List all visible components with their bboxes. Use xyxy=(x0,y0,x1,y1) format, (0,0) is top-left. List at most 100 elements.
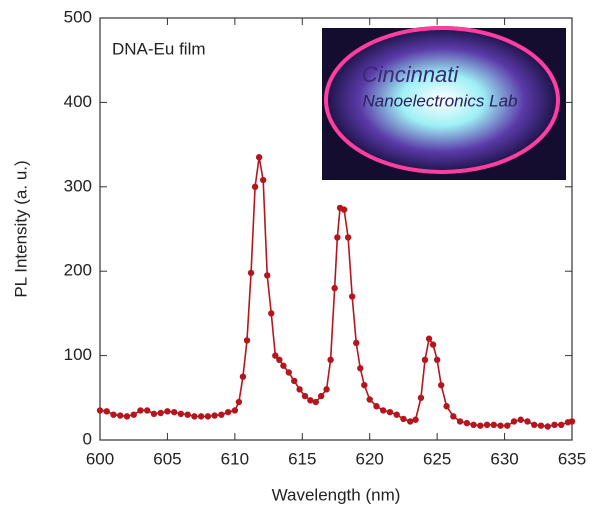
data-point xyxy=(130,411,137,418)
data-point xyxy=(239,373,247,380)
data-point xyxy=(425,335,433,342)
data-point xyxy=(483,421,491,429)
x-tick-label: 635 xyxy=(558,449,586,468)
data-point xyxy=(103,408,110,415)
data-point xyxy=(243,337,251,344)
x-tick-label: 605 xyxy=(153,449,181,468)
data-point xyxy=(276,356,283,364)
data-point xyxy=(412,416,419,423)
data-point xyxy=(421,356,429,364)
inset-text: Nanoelectronics Lab xyxy=(363,91,518,110)
data-point xyxy=(524,418,531,425)
series-line xyxy=(99,157,573,428)
data-point xyxy=(437,381,445,389)
plot-frame xyxy=(99,17,573,441)
data-point xyxy=(150,410,158,418)
data-point xyxy=(204,413,212,420)
x-axis-label: Wavelength (nm) xyxy=(272,485,401,504)
data-point xyxy=(117,412,124,419)
data-point xyxy=(211,412,218,419)
data-point xyxy=(197,413,205,420)
data-point xyxy=(157,409,164,417)
data-point xyxy=(558,421,565,429)
data-point xyxy=(264,272,271,279)
y-tick-label: 300 xyxy=(64,176,92,195)
data-point xyxy=(417,394,425,401)
data-point xyxy=(164,408,171,415)
data-point xyxy=(551,421,558,429)
data-point xyxy=(96,407,104,414)
x-tick-label: 610 xyxy=(221,449,249,468)
data-point xyxy=(366,396,373,403)
data-point xyxy=(348,293,356,300)
data-point xyxy=(296,386,303,393)
data-point xyxy=(327,356,334,364)
data-point xyxy=(490,421,497,429)
data-point xyxy=(170,408,178,416)
data-point xyxy=(110,411,117,418)
data-point xyxy=(393,411,400,418)
data-point xyxy=(510,418,518,425)
y-tick-label: 500 xyxy=(64,7,92,26)
data-point xyxy=(123,413,131,420)
data-point xyxy=(247,269,255,277)
data-point xyxy=(531,421,538,429)
data-point xyxy=(568,418,576,425)
inset-text: Cincinnati xyxy=(362,62,460,87)
data-point xyxy=(307,397,314,404)
data-point xyxy=(400,415,407,423)
data-point xyxy=(255,154,263,161)
data-point xyxy=(191,413,198,420)
data-point xyxy=(450,413,457,420)
data-point xyxy=(373,403,380,410)
y-axis-label: PL Intensity (a. u.) xyxy=(11,160,30,297)
data-point xyxy=(477,422,484,429)
data-point xyxy=(340,206,348,213)
y-tick-label: 0 xyxy=(83,429,92,448)
data-point xyxy=(235,398,243,406)
data-point xyxy=(259,176,267,184)
data-point xyxy=(344,234,352,241)
data-point xyxy=(537,422,545,429)
y-tick-label: 200 xyxy=(64,261,92,280)
data-point xyxy=(317,392,325,400)
data-point xyxy=(184,411,191,418)
x-tick-label: 625 xyxy=(423,449,451,468)
data-point xyxy=(504,422,511,429)
data-point xyxy=(290,377,298,385)
data-point xyxy=(456,418,464,425)
data-point xyxy=(280,362,287,369)
data-point xyxy=(386,408,394,416)
data-point xyxy=(334,234,341,241)
data-point xyxy=(144,407,151,414)
y-tick-label: 100 xyxy=(64,345,92,364)
y-tick-label: 400 xyxy=(64,92,92,111)
data-point xyxy=(380,407,387,414)
data-point xyxy=(463,419,471,427)
data-point xyxy=(224,408,232,416)
data-point xyxy=(137,407,144,414)
inset-photo: Cincinnati Nanoelectronics Lab xyxy=(322,26,566,180)
x-tick-label: 620 xyxy=(356,449,384,468)
data-point xyxy=(470,421,477,429)
data-point xyxy=(406,418,414,425)
data-point xyxy=(361,381,368,389)
data-point xyxy=(497,422,504,429)
data-point xyxy=(331,284,338,292)
data-point xyxy=(177,410,185,418)
annotation: DNA-Eu film xyxy=(112,39,206,58)
data-point xyxy=(312,398,319,406)
data-point xyxy=(429,341,437,348)
data-point xyxy=(443,403,450,410)
data-point xyxy=(433,356,441,364)
data-point xyxy=(272,352,279,359)
data-point xyxy=(285,369,292,376)
data-point xyxy=(517,416,524,423)
data-point xyxy=(218,411,225,418)
data-point xyxy=(357,365,364,372)
data-point xyxy=(268,310,275,317)
data-point xyxy=(231,407,239,414)
data-point xyxy=(251,183,259,190)
data-point xyxy=(353,339,360,347)
